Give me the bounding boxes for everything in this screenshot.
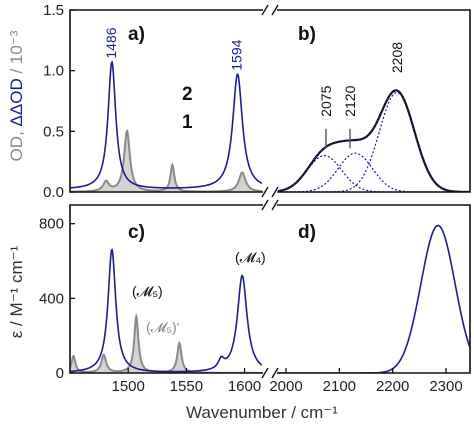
peak-label: 1486 <box>103 27 119 58</box>
series-2-line <box>70 248 262 373</box>
break-mark <box>271 367 279 379</box>
series-1-fill <box>70 131 262 192</box>
break-mark <box>261 199 269 211</box>
x-tick-label-d: 2000 <box>269 378 302 395</box>
x-axis-title: Wavenumber / cm⁻¹ <box>186 403 338 422</box>
plot-area-c <box>70 248 262 373</box>
y-tick-label-a: 1.5 <box>43 2 64 19</box>
break-gap <box>263 7 277 13</box>
y-tick-label-c: 400 <box>39 290 64 307</box>
y-tick-label-c: 800 <box>39 216 64 233</box>
series-2-line <box>70 60 262 189</box>
x-tick-label-d: 2200 <box>376 378 409 395</box>
fit-component <box>278 152 470 192</box>
series-1-line <box>70 129 262 192</box>
peak-label: 2075 <box>318 85 334 116</box>
peak-label: 2208 <box>389 42 405 73</box>
x-tick-label-c: 1600 <box>228 378 261 395</box>
series-2-line <box>278 224 470 373</box>
break-mark <box>261 367 269 379</box>
break-gap <box>263 202 277 208</box>
y-tick-label-c: 0 <box>56 365 64 382</box>
annotation-m5-prime: (𝓜₅)‘ <box>146 319 180 335</box>
annotation-m5: (𝓜₅) <box>132 283 163 299</box>
panel-b: 2075 2120 2208 b) <box>278 24 470 192</box>
axes-frame <box>69 4 471 379</box>
x-tick-label-d: 2100 <box>323 378 356 395</box>
x-tick-label-c: 1550 <box>170 378 203 395</box>
fit-component <box>278 91 470 192</box>
panel-c: 0 400 800 1500 1550 1600 (𝓜₅) (𝓜₅)‘ (𝓜₄) c) <box>39 216 266 395</box>
y-tick-label-a: 1.0 <box>43 63 64 80</box>
annotation-m4: (𝓜₄) <box>235 249 266 265</box>
break-gap <box>263 189 277 195</box>
fit-line <box>278 89 470 192</box>
peak-label: 2120 <box>342 85 358 116</box>
legend-1: 1 <box>182 112 193 133</box>
break-mark <box>261 186 269 198</box>
plot-area-a <box>70 60 262 192</box>
frame-cd <box>69 204 471 374</box>
panel-label-c: c) <box>128 222 145 243</box>
break-mark <box>271 186 279 198</box>
legend-2: 2 <box>182 84 193 105</box>
data-line <box>278 89 470 192</box>
y-tick-label-a: 0.0 <box>43 184 64 201</box>
panel-d: 2000 2100 2200 2300 d) <box>269 222 470 395</box>
break-mark <box>271 199 279 211</box>
frame-ab <box>69 9 471 193</box>
x-tick-label-c: 1500 <box>111 378 144 395</box>
y-tick-label-a: 0.5 <box>43 123 64 140</box>
break-mark <box>271 4 279 16</box>
y-axis-title-bottom: ε / M⁻¹ cm⁻¹ <box>7 245 26 338</box>
break-mark <box>261 4 269 16</box>
panel-label-d: d) <box>298 222 316 243</box>
y-axis-title-top: OD, ΔΔOD / 10⁻³ <box>7 30 26 161</box>
peak-label: 1594 <box>229 39 245 70</box>
break-gap <box>263 370 277 376</box>
x-tick-label-d: 2300 <box>429 378 462 395</box>
plot-area-b <box>278 89 470 192</box>
plot-area-d <box>278 224 470 373</box>
panel-label-b: b) <box>298 24 316 45</box>
panel-label-a: a) <box>128 24 145 45</box>
panel-a: 0.0 0.5 1.0 1.5 1486 1594 2 1 a) <box>43 2 262 201</box>
